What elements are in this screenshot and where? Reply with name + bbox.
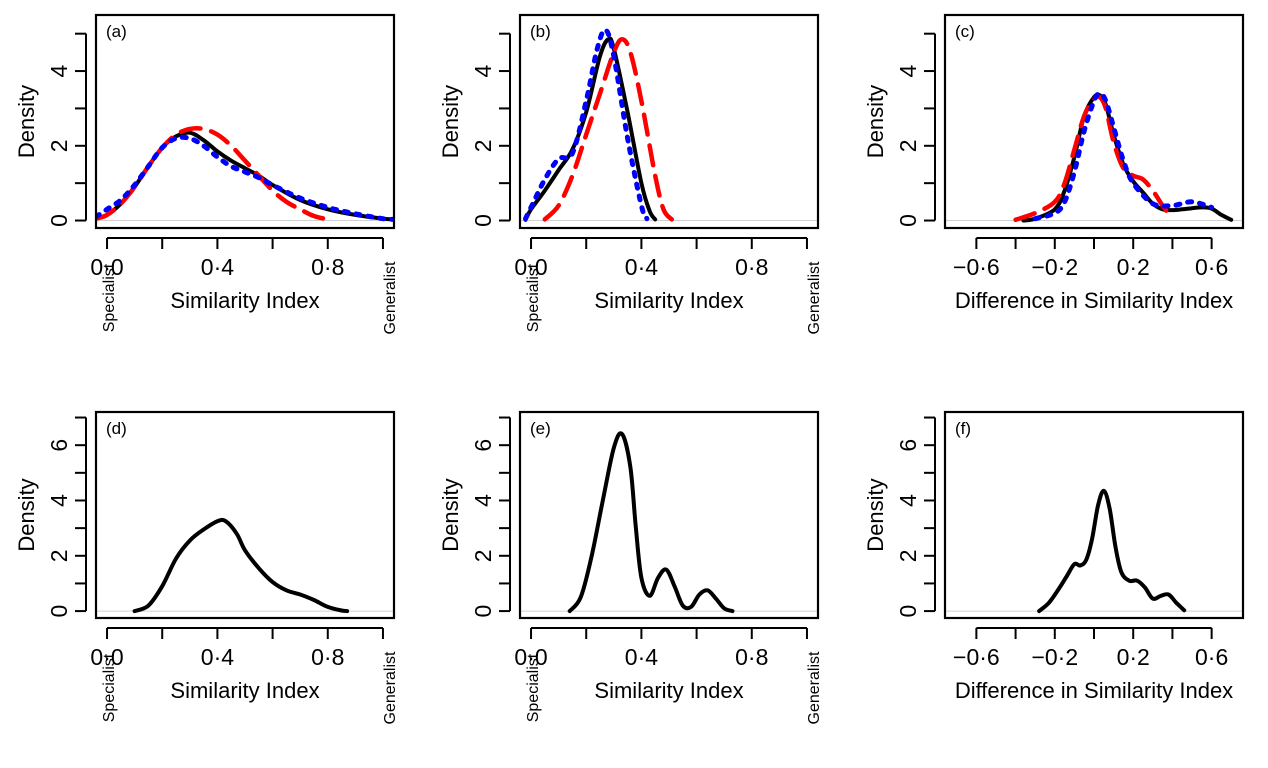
- x-tick-label: 0·0: [90, 254, 123, 280]
- y-tick-label: 0: [470, 214, 496, 227]
- panel-letter: (c): [955, 22, 975, 41]
- x-tick-label: 0·4: [625, 644, 658, 670]
- generalist-label: Generalist: [382, 651, 399, 724]
- panel-letter: (e): [530, 419, 551, 438]
- y-tick-label: 2: [470, 549, 496, 562]
- generalist-label: Generalist: [806, 261, 823, 334]
- y-tick-label: 4: [46, 64, 72, 77]
- y-tick-label: 2: [470, 139, 496, 152]
- x-tick-label: 0·0: [514, 644, 547, 670]
- x-tick-label: −0·6: [953, 254, 1000, 280]
- density-curve-dashed: [542, 37, 675, 222]
- y-tick-label: 4: [470, 494, 496, 507]
- x-axis-title: Similarity Index: [170, 288, 319, 313]
- panel-letter: (f): [955, 419, 971, 438]
- panel-a: 0·0 0·4 0·8 0 2 4 Density Similarity Index (a) Sp…: [14, 13, 399, 334]
- y-tick-label: 6: [895, 439, 921, 452]
- panel-b: 0·0 0·4 0·8 0 2 4 Density Similarity Index (b) Sp…: [438, 13, 823, 334]
- plot-frame: [94, 410, 396, 620]
- panel-e: 0·0 0·4 0·8 0 2 4 6 Density Similarity Index (e) S…: [438, 410, 823, 724]
- x-tick-label: 0·4: [201, 254, 234, 280]
- x-tick-label: 0·8: [735, 644, 768, 670]
- plot-frame: [943, 13, 1245, 230]
- y-tick-label: 6: [46, 439, 72, 452]
- density-curve-dashed: [96, 126, 331, 222]
- y-tick-label: 4: [895, 494, 921, 507]
- x-tick-label: 0·8: [735, 254, 768, 280]
- y-tick-label: 0: [895, 605, 921, 618]
- specialist-label: Specialist: [525, 653, 542, 722]
- y-tick-label: 0: [895, 214, 921, 227]
- y-tick-label: 2: [46, 139, 72, 152]
- y-tick-label: 4: [470, 64, 496, 77]
- y-axis-title: Density: [14, 85, 39, 158]
- x-tick-label: 0·8: [311, 254, 344, 280]
- y-tick-label: 4: [895, 64, 921, 77]
- y-axis-title: Density: [438, 85, 463, 158]
- y-tick-label: 2: [895, 139, 921, 152]
- panel-letter: (d): [106, 419, 127, 438]
- y-axis-title: Density: [863, 478, 888, 551]
- density-curve-solid: [132, 517, 350, 614]
- y-tick-label: 2: [46, 549, 72, 562]
- y-tick-label: 6: [470, 439, 496, 452]
- plot-frame: [94, 13, 396, 230]
- density-curve-dotted: [523, 27, 650, 222]
- y-axis-title: Density: [438, 478, 463, 551]
- x-axis-title: Similarity Index: [594, 678, 743, 703]
- density-curve-dotted: [1032, 91, 1215, 222]
- panel-letter: (a): [106, 22, 127, 41]
- y-tick-label: 2: [895, 549, 921, 562]
- specialist-label: Specialist: [101, 653, 118, 722]
- generalist-label: Generalist: [382, 261, 399, 334]
- density-curve-solid: [1037, 488, 1187, 614]
- density-curve-dashed: [1013, 94, 1175, 223]
- plot-frame: [518, 410, 820, 620]
- density-curve-solid: [523, 36, 658, 222]
- x-axis-title: Similarity Index: [170, 678, 319, 703]
- generalist-label: Generalist: [806, 651, 823, 724]
- y-tick-label: 0: [470, 605, 496, 618]
- x-tick-label: 0·6: [1195, 644, 1228, 670]
- x-axis-title: Difference in Similarity Index: [955, 678, 1233, 703]
- plot-frame: [518, 13, 820, 230]
- density-curve-dotted: [96, 134, 394, 222]
- x-tick-label: −0·2: [1031, 254, 1078, 280]
- x-tick-label: 0·0: [514, 254, 547, 280]
- y-tick-label: 0: [46, 214, 72, 227]
- x-tick-label: 0·6: [1195, 254, 1228, 280]
- x-tick-label: 0·4: [201, 644, 234, 670]
- y-axis-title: Density: [14, 478, 39, 551]
- panel-c: −0·6 −0·2 0·2 0·6 0 2 4 Density Difference in Si…: [863, 13, 1245, 313]
- x-tick-label: −0·2: [1031, 644, 1078, 670]
- x-axis-title: Similarity Index: [594, 288, 743, 313]
- panel-letter: (b): [530, 22, 551, 41]
- plot-frame: [943, 410, 1245, 620]
- x-tick-label: 0·0: [90, 644, 123, 670]
- density-curve-solid: [567, 431, 735, 614]
- x-axis-title: Difference in Similarity Index: [955, 288, 1233, 313]
- panel-f: −0·6 −0·2 0·2 0·6 0 2 4 6 Density Difference in S…: [863, 410, 1245, 703]
- x-tick-label: 0·2: [1117, 644, 1150, 670]
- x-tick-label: 0·2: [1117, 254, 1150, 280]
- x-tick-label: 0·4: [625, 254, 658, 280]
- x-tick-label: −0·6: [953, 644, 1000, 670]
- x-tick-label: 0·8: [311, 644, 344, 670]
- y-axis-title: Density: [863, 85, 888, 158]
- specialist-label: Specialist: [101, 263, 118, 332]
- y-tick-label: 0: [46, 605, 72, 618]
- specialist-label: Specialist: [525, 263, 542, 332]
- y-tick-label: 4: [46, 494, 72, 507]
- panel-d: 0·0 0·4 0·8 0 2 4 6 Density Similarity Index (d) S…: [14, 410, 399, 724]
